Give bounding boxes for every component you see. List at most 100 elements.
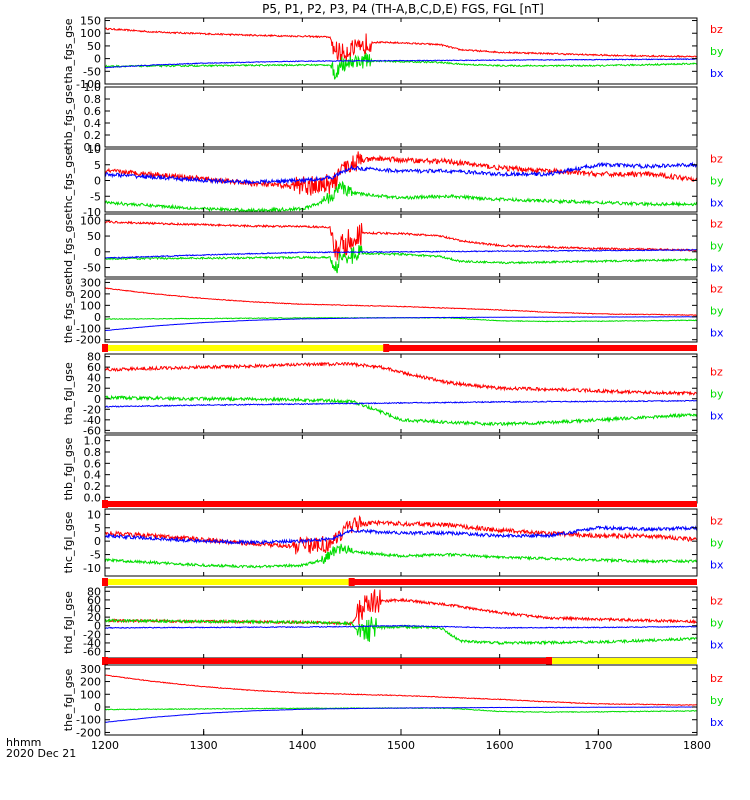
y-tick-label: 0 — [94, 535, 101, 548]
series-line-bz — [105, 220, 697, 261]
panel-thb_fgs_gse: 1.00.80.60.40.20.0 thb_fgs_gse — [62, 81, 698, 154]
legend-bz: bz — [710, 672, 723, 685]
y-tick-label: -100 — [76, 78, 101, 91]
y-axis-label: thb_fgs_gse — [62, 84, 75, 150]
y-tick-label: 100 — [80, 688, 101, 701]
y-axis-label: the_fgs_gse — [62, 278, 75, 343]
legend-bz: bz — [710, 153, 723, 166]
y-tick-label: 100 — [80, 214, 101, 227]
y-tick-label: 20 — [87, 611, 101, 624]
series-group — [105, 287, 697, 331]
legend-by: by — [710, 388, 724, 401]
x-tick-label: 1700 — [584, 739, 612, 752]
legend-by: by — [710, 694, 724, 707]
y-tick-label: 0.8 — [84, 93, 102, 106]
legend-bz: bz — [710, 595, 723, 608]
legend-bz: bz — [710, 218, 723, 231]
y-tick-label: 0 — [94, 701, 101, 714]
legend-bz: bz — [710, 23, 723, 36]
status-bar-segment — [105, 658, 549, 664]
y-tick-label: -40 — [83, 414, 101, 427]
status-bar-marker — [102, 500, 108, 508]
y-tick-label: -50 — [83, 65, 101, 78]
x-tick-label: 1400 — [288, 739, 316, 752]
x-axis-date: 2020 Dec 21 — [6, 747, 76, 760]
legend-by: by — [710, 305, 724, 318]
y-tick-label: 1.0 — [84, 81, 102, 94]
legend-bx: bx — [710, 67, 724, 80]
status-bar-marker — [383, 344, 390, 352]
panel-thb_fgl_gse: 1.00.80.60.40.20.0 thb_fgl_gse — [62, 434, 698, 508]
y-axis-label: thd_fgl_gse — [62, 591, 75, 654]
y-tick-label: 50 — [87, 230, 101, 243]
status-bar-marker — [102, 578, 108, 586]
series-line-bz — [105, 361, 697, 397]
y-tick-label: 0.4 — [84, 469, 102, 482]
y-tick-label: -200 — [76, 726, 101, 739]
series-line-bx — [105, 624, 697, 629]
panel-frame — [104, 664, 698, 736]
y-tick-label: -60 — [83, 424, 101, 437]
legend-bx: bx — [710, 410, 724, 423]
x-tick-label: 1600 — [486, 739, 514, 752]
legend-bx: bx — [710, 639, 724, 652]
series-line-by — [105, 394, 697, 427]
y-tick-label: -100 — [76, 322, 101, 335]
series-line-by — [105, 180, 697, 212]
y-axis-label: thc_fgs_gse — [62, 148, 75, 213]
legend-by: by — [710, 617, 724, 630]
status-bar-segment — [549, 658, 697, 664]
series-line-bx — [105, 161, 697, 186]
legend-bx: bx — [710, 327, 724, 340]
y-axis-label: thc_fgl_gse — [62, 511, 75, 573]
y-tick-label: 80 — [87, 585, 101, 598]
series-group — [105, 589, 697, 646]
legend-bx: bx — [710, 262, 724, 275]
panel-frame — [104, 213, 698, 278]
y-tick-label: 0 — [94, 311, 101, 324]
y-tick-label: -60 — [83, 646, 101, 659]
y-axis-label: tha_fgs_gse — [62, 18, 75, 83]
series-line-bx — [105, 248, 697, 259]
y-tick-label: 80 — [87, 351, 101, 364]
series-line-bz — [105, 589, 697, 627]
y-tick-label: 40 — [87, 372, 101, 385]
status-bar-segment — [386, 345, 697, 351]
y-tick-label: 300 — [80, 663, 101, 676]
series-group — [105, 27, 697, 80]
y-tick-label: -40 — [83, 637, 101, 650]
panel-frame — [104, 508, 698, 577]
legend-bz: bz — [710, 515, 723, 528]
y-axis-label: the_fgl_gse — [62, 669, 75, 732]
y-tick-label: 10 — [87, 508, 101, 521]
series-line-by — [105, 543, 697, 569]
y-tick-label: -20 — [83, 403, 101, 416]
status-bar-marker — [546, 657, 552, 665]
x-axis-units: hhmm — [6, 736, 41, 749]
legend-bx: bx — [710, 197, 724, 210]
panel-frame — [104, 86, 698, 148]
y-tick-label: 0.0 — [84, 491, 102, 504]
y-tick-label: 0 — [94, 620, 101, 633]
legend-bx: bx — [710, 559, 724, 572]
y-tick-label: -50 — [83, 262, 101, 275]
y-tick-label: 0.6 — [84, 105, 102, 118]
y-tick-label: 0 — [94, 246, 101, 259]
legend-bx: bx — [710, 716, 724, 729]
y-tick-label: 150 — [80, 15, 101, 28]
x-tick-label: 1800 — [683, 739, 711, 752]
y-tick-label: -200 — [76, 334, 101, 347]
series-line-bx — [105, 58, 697, 69]
y-tick-label: 0 — [94, 175, 101, 188]
series-group — [105, 151, 697, 212]
series-line-by — [105, 52, 697, 80]
panel-thc_fgs_gse: 10 5 0 -5 -10 thc_fgs_gse bz by bx — [62, 143, 724, 219]
y-tick-label: 0.2 — [84, 129, 102, 142]
y-tick-label: 0 — [94, 393, 101, 406]
y-tick-label: 100 — [80, 27, 101, 40]
